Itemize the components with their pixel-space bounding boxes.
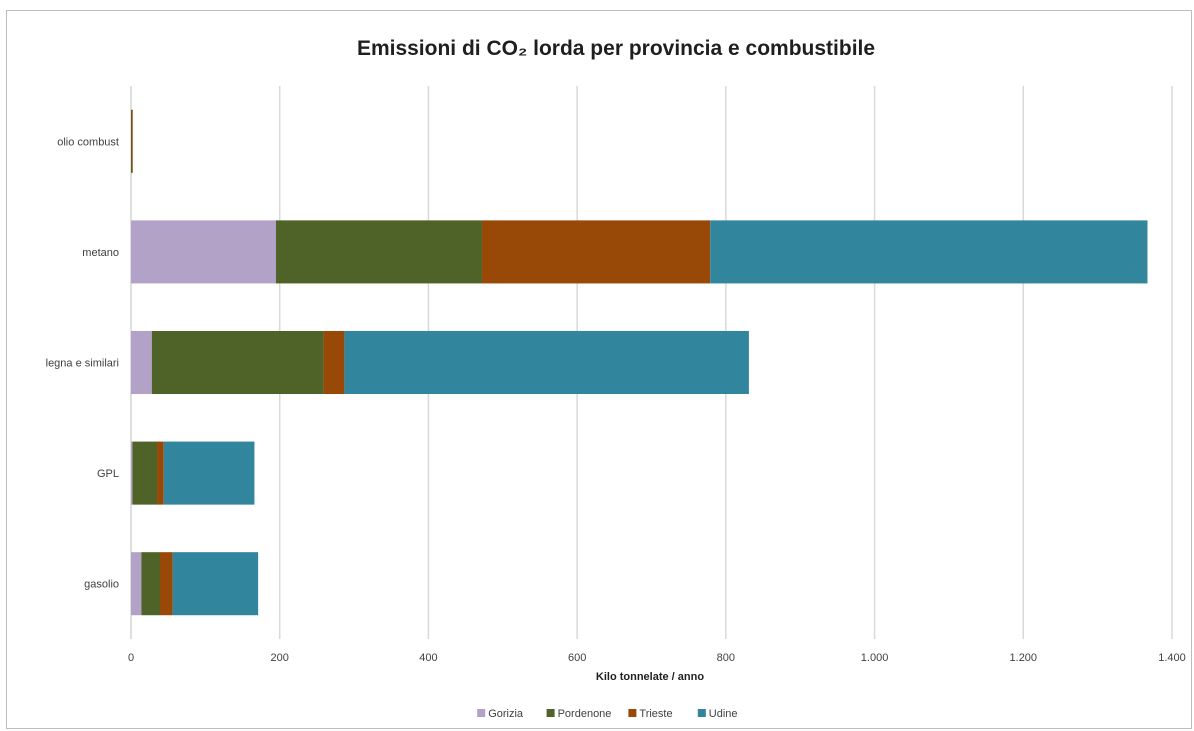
x-tick-label: 1.200 bbox=[1010, 652, 1038, 664]
chart-frame: Emissioni di CO₂ lorda per provincia e c… bbox=[6, 10, 1192, 729]
x-axis-title: Kilo tonnelate / anno bbox=[596, 671, 704, 683]
x-tick-label: 1.400 bbox=[1158, 652, 1186, 664]
bar-segment bbox=[151, 330, 324, 395]
category-labels: olio combust metano legna e similari GPL gas… bbox=[46, 136, 119, 590]
legend-label: Gorizia bbox=[488, 708, 524, 720]
bar-segment bbox=[344, 330, 749, 395]
legend-label: Udine bbox=[709, 708, 738, 720]
x-tick-label: 600 bbox=[568, 652, 586, 664]
bar-segment bbox=[710, 220, 1148, 284]
bar-segment bbox=[275, 220, 482, 284]
bar-segment bbox=[481, 220, 711, 284]
x-tick-label: 0 bbox=[128, 652, 134, 664]
legend-label: Pordenone bbox=[558, 708, 612, 720]
category-label: olio combust bbox=[57, 136, 119, 148]
bar-segment bbox=[159, 552, 173, 616]
legend-swatch bbox=[628, 709, 637, 717]
bar-segment bbox=[163, 441, 255, 505]
category-label: gasolio bbox=[84, 579, 119, 591]
x-tick-label: 1.000 bbox=[861, 652, 889, 664]
x-tick-label: 400 bbox=[419, 652, 437, 664]
category-label: legna e similari bbox=[46, 358, 119, 370]
bar-segment bbox=[131, 109, 133, 173]
bar-segment bbox=[131, 441, 133, 505]
legend-swatch bbox=[546, 709, 555, 717]
bar-segment bbox=[131, 109, 132, 173]
bar-segment bbox=[157, 441, 164, 505]
bars-layer bbox=[131, 109, 1148, 616]
legend-swatch bbox=[477, 709, 486, 717]
bar-segment bbox=[132, 441, 158, 505]
chart-title: Emissioni di CO₂ lorda per provincia e c… bbox=[357, 37, 875, 60]
category-label: metano bbox=[82, 247, 119, 259]
legend-label: Trieste bbox=[639, 708, 672, 720]
x-tick-labels: 0 200 400 600 800 1.000 1.200 1.400 bbox=[128, 652, 1186, 664]
legend-swatch bbox=[697, 709, 706, 717]
bar-segment bbox=[131, 330, 152, 395]
legend: Gorizia Pordenone Trieste Udine bbox=[477, 708, 738, 720]
chart-svg: Emissioni di CO₂ lorda per provincia e c… bbox=[46, 37, 1186, 720]
category-label: GPL bbox=[97, 468, 119, 480]
x-tick-label: 800 bbox=[717, 652, 735, 664]
bar-segment bbox=[131, 552, 142, 616]
bar-segment bbox=[141, 552, 160, 616]
bar-segment bbox=[131, 220, 276, 284]
bar-segment bbox=[323, 330, 345, 395]
bar-segment bbox=[172, 552, 259, 616]
x-tick-label: 200 bbox=[271, 652, 289, 664]
